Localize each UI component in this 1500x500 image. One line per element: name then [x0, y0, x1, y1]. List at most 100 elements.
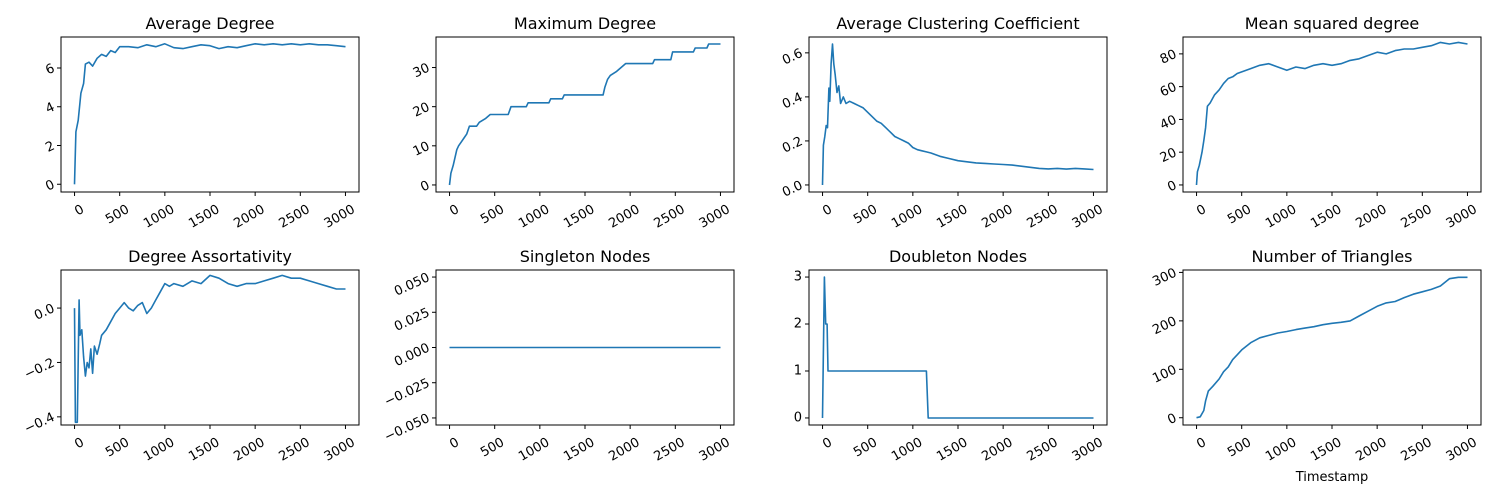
x-tick-label: 1500 [561, 435, 597, 465]
x-tick-label: 500 [1225, 435, 1254, 460]
y-tick-label: 20 [411, 100, 432, 121]
x-tick-label: 2000 [979, 435, 1015, 465]
subplot-5: Singleton Nodes 0 500 1000 1500 2000 2500 3000 −… [382, 247, 735, 465]
y-tick-label: 6 [43, 61, 57, 78]
series-line [821, 276, 1094, 419]
x-tick-label: 1500 [186, 202, 222, 232]
x-tick-label: 0 [1194, 202, 1209, 219]
y-tick-label: 0.4 [780, 90, 805, 112]
y-tick-label: 0.6 [780, 46, 805, 68]
x-axis-label: Timestamp [1295, 470, 1369, 485]
x-tick-label: 500 [478, 202, 507, 227]
y-tick-label: 0 [1165, 178, 1179, 195]
x-tick-label: 2000 [231, 202, 267, 232]
y-tick-label: 2 [43, 139, 57, 156]
x-tick-label: 500 [851, 202, 880, 227]
y-tick-label: 0.2 [780, 134, 805, 156]
subplot-2: Average Clustering Coefficient 0 500 1000 15… [780, 14, 1108, 232]
y-tick-label: 200 [1150, 314, 1179, 338]
x-tick-label: 3000 [697, 435, 733, 465]
y-tick-label: −0.025 [382, 376, 432, 410]
series-line [1196, 276, 1468, 419]
x-tick-label: 3000 [1444, 202, 1480, 232]
subplot-title: Average Degree [145, 14, 274, 33]
x-tick-label: 3000 [697, 202, 733, 232]
series-line [821, 43, 1094, 186]
y-tick-label: −0.4 [22, 410, 57, 437]
y-tick-label: 0.0 [32, 301, 57, 323]
x-tick-label: 500 [103, 202, 132, 227]
x-tick-label: 1500 [561, 202, 597, 232]
y-tick-label: 10 [411, 139, 432, 160]
axes-frame [1182, 269, 1482, 426]
x-tick-label: 2500 [1399, 435, 1435, 465]
subplot-1: Maximum Degree 0 500 1000 1500 2000 2500 3000 0 1… [411, 14, 735, 232]
x-tick-label: 2500 [1025, 202, 1061, 232]
x-tick-label: 2000 [1353, 202, 1389, 232]
axes-frame [60, 269, 360, 426]
x-tick-label: 2000 [979, 202, 1015, 232]
x-tick-label: 1500 [934, 202, 970, 232]
axes-frame [1182, 36, 1482, 193]
series-line [73, 43, 346, 185]
y-tick-label: 0.025 [392, 305, 432, 334]
axes-frame [808, 269, 1108, 426]
x-tick-label: 3000 [322, 202, 358, 232]
x-tick-label: 1500 [934, 435, 970, 465]
y-tick-label: 100 [1150, 362, 1179, 386]
subplot-title: Number of Triangles [1251, 247, 1412, 266]
axes-frame [808, 36, 1108, 193]
subplot-3: Mean squared degree 0 500 1000 1500 2000 2500 3… [1158, 14, 1482, 232]
y-tick-label: 300 [1150, 266, 1179, 290]
y-tick-label: 0 [418, 178, 432, 195]
x-tick-label: 0 [1194, 435, 1209, 452]
subplot-title: Singleton Nodes [520, 247, 651, 266]
subplot-title: Mean squared degree [1245, 14, 1420, 33]
y-tick-label: 2 [794, 317, 802, 332]
x-tick-label: 3000 [322, 435, 358, 465]
axes-frame [435, 269, 735, 426]
x-tick-label: 0 [447, 202, 462, 219]
axes-frame [60, 36, 360, 193]
y-tick-label: 3 [794, 270, 802, 285]
subplot-4: Degree Assortativity 0 500 1000 1500 2000 2500… [22, 247, 360, 465]
x-tick-label: 2000 [231, 435, 267, 465]
y-tick-label: −0.2 [22, 356, 57, 383]
y-tick-label: 4 [43, 100, 57, 117]
y-tick-label: −0.050 [382, 411, 432, 445]
x-tick-label: 1500 [1308, 202, 1344, 232]
x-tick-label: 2000 [606, 435, 642, 465]
x-tick-label: 2500 [1399, 202, 1435, 232]
y-tick-label: 40 [1158, 113, 1179, 134]
series-line [73, 274, 346, 424]
x-tick-label: 2500 [277, 202, 313, 232]
subplot-title: Doubleton Nodes [889, 247, 1027, 266]
x-tick-label: 1000 [141, 435, 177, 465]
x-tick-label: 0 [820, 435, 835, 452]
y-tick-label: 0 [43, 177, 57, 194]
x-tick-label: 1500 [186, 435, 222, 465]
series-line [1195, 41, 1468, 186]
y-tick-label: 20 [1158, 145, 1179, 166]
x-tick-label: 0 [72, 202, 87, 219]
x-tick-label: 3000 [1070, 202, 1106, 232]
subplot-0: Average Degree 0 500 1000 1500 2000 2500 3000 0 2… [43, 14, 360, 232]
x-tick-label: 2500 [1025, 435, 1061, 465]
x-tick-label: 2000 [606, 202, 642, 232]
x-tick-label: 500 [851, 435, 880, 460]
x-tick-label: 500 [478, 435, 507, 460]
x-tick-label: 2500 [652, 202, 688, 232]
x-tick-label: 0 [447, 435, 462, 452]
y-tick-label: 1 [794, 363, 802, 378]
x-tick-label: 3000 [1070, 435, 1106, 465]
subplot-title: Maximum Degree [514, 14, 656, 33]
x-tick-label: 2500 [652, 435, 688, 465]
x-tick-label: 0 [72, 435, 87, 452]
y-tick-label: 0.0 [780, 178, 805, 200]
y-tick-label: 60 [1158, 80, 1179, 101]
x-tick-label: 1000 [889, 435, 925, 465]
axes-frame [435, 36, 735, 193]
subplot-6: Doubleton Nodes 0 500 1000 1500 2000 2500 3000 0… [794, 247, 1108, 465]
